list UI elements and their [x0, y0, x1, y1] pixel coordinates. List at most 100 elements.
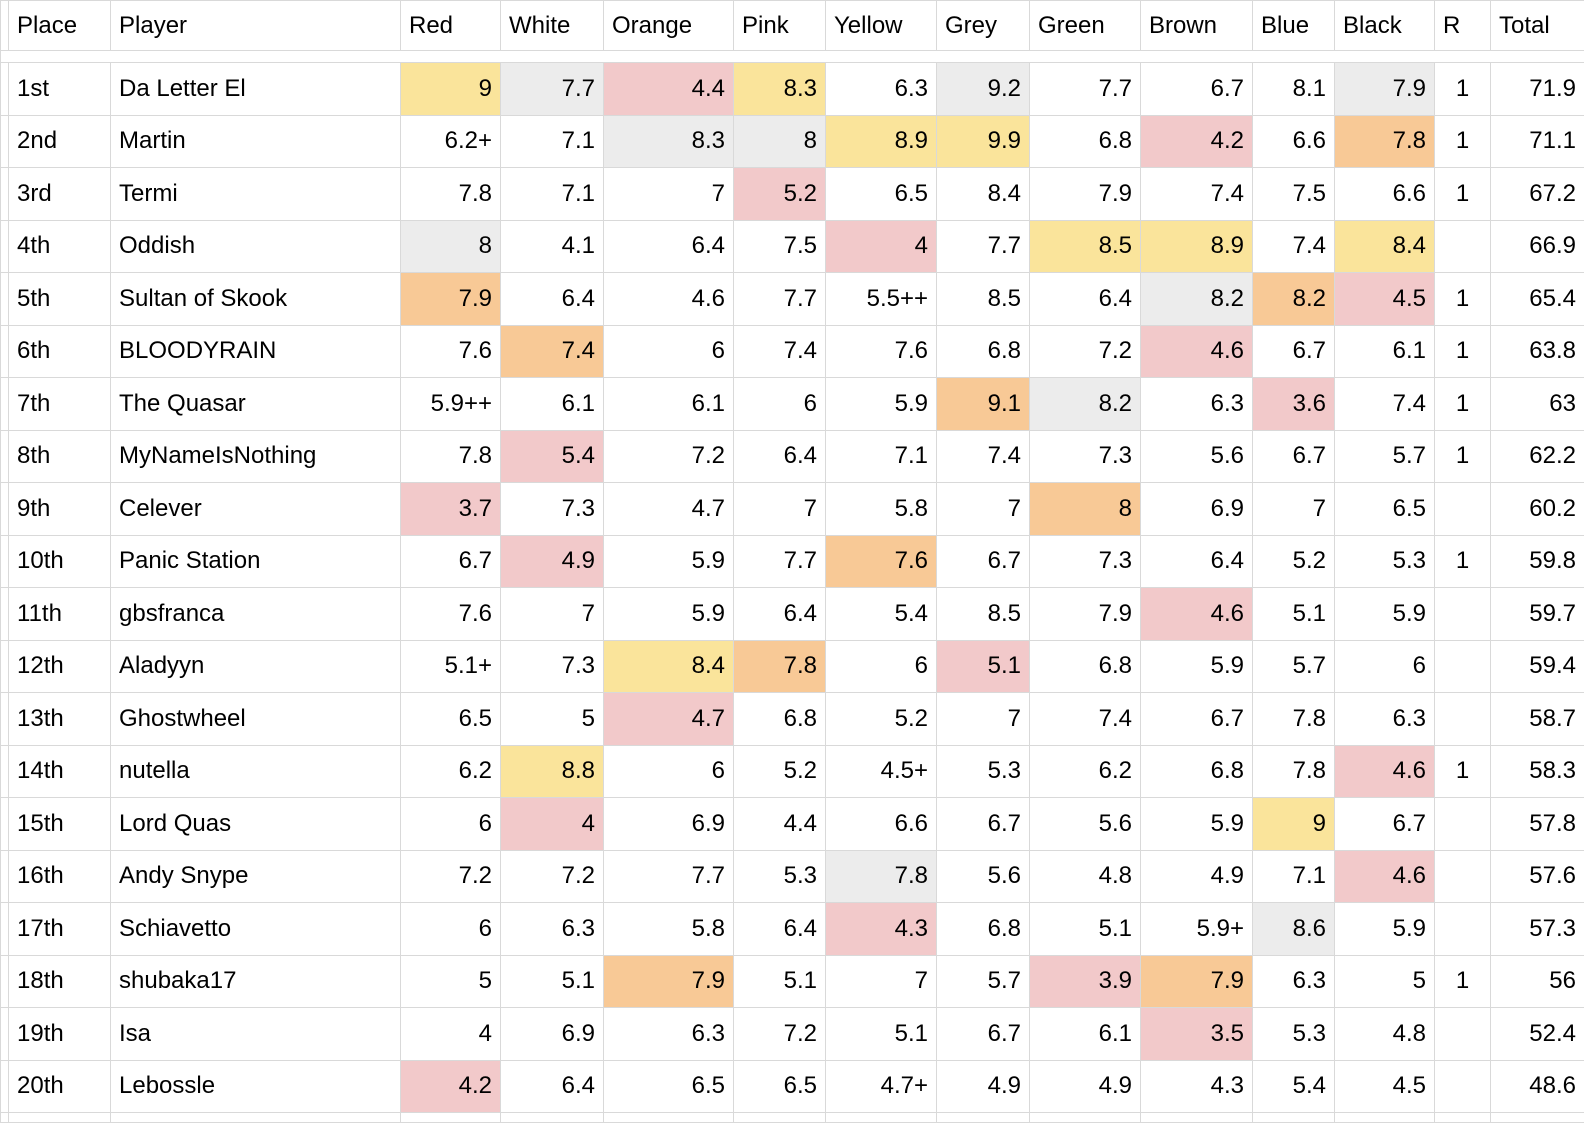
- cell-yellow[interactable]: 5.4: [825, 587, 937, 641]
- cell-green[interactable]: 7.9: [1029, 167, 1141, 221]
- cell-r[interactable]: [1434, 1007, 1491, 1061]
- column-header-place[interactable]: Place: [8, 0, 111, 51]
- cell-player[interactable]: Aladyyn: [110, 639, 401, 693]
- cell-brown[interactable]: 5.6: [1140, 429, 1253, 483]
- cell-blue[interactable]: 6.3: [1252, 954, 1335, 1008]
- cell-total[interactable]: 60.2: [1490, 482, 1584, 536]
- cell-total[interactable]: 58.7: [1490, 692, 1584, 746]
- cell-total[interactable]: 57.6: [1490, 849, 1584, 903]
- cell-grey[interactable]: 7.4: [936, 429, 1030, 483]
- cell-player[interactable]: nutella: [110, 744, 401, 798]
- cell-r[interactable]: 1: [1434, 954, 1491, 1008]
- cell-blue[interactable]: 8.2: [1252, 272, 1335, 326]
- cell-grey[interactable]: 6.8: [936, 324, 1030, 378]
- cell-player[interactable]: Sultan of Skook: [110, 272, 401, 326]
- cell-green[interactable]: 7.3: [1029, 429, 1141, 483]
- cell-grey[interactable]: 6.7: [936, 797, 1030, 851]
- cell-orange[interactable]: 5.9: [603, 534, 734, 588]
- cell-orange[interactable]: 6.4: [603, 219, 734, 273]
- cell-r[interactable]: [1434, 797, 1491, 851]
- cell-player[interactable]: MyNameIsNothing: [110, 429, 401, 483]
- cell-grey[interactable]: 5.7: [936, 954, 1030, 1008]
- cell-red[interactable]: 7.8: [400, 167, 501, 221]
- cell-green[interactable]: 7.2: [1029, 324, 1141, 378]
- cell-yellow[interactable]: 5.5++: [825, 272, 937, 326]
- cell-green[interactable]: 6.1: [1029, 1007, 1141, 1061]
- cell-white[interactable]: 5.1: [500, 954, 604, 1008]
- cell-orange[interactable]: 7.7: [603, 849, 734, 903]
- column-header-red[interactable]: Red: [400, 0, 501, 51]
- cell-r[interactable]: 1: [1434, 324, 1491, 378]
- cell-r[interactable]: [1434, 1059, 1491, 1113]
- cell-red[interactable]: 7.6: [400, 324, 501, 378]
- cell-grey[interactable]: 8.4: [936, 167, 1030, 221]
- cell-black[interactable]: 4.8: [1334, 1007, 1435, 1061]
- cell-place[interactable]: 20th: [8, 1059, 111, 1113]
- cell-pink[interactable]: 6.4: [733, 902, 826, 956]
- cell-black[interactable]: 5.9: [1334, 902, 1435, 956]
- cell-white[interactable]: 7.1: [500, 114, 604, 168]
- cell-total[interactable]: 57.8: [1490, 797, 1584, 851]
- cell-blue[interactable]: 7.8: [1252, 744, 1335, 798]
- column-header-orange[interactable]: Orange: [603, 0, 734, 51]
- cell-total[interactable]: 56: [1490, 954, 1584, 1008]
- cell-red[interactable]: 5.9++: [400, 377, 501, 431]
- cell-white[interactable]: 4: [500, 797, 604, 851]
- column-header-r[interactable]: R: [1434, 0, 1491, 51]
- cell-black[interactable]: 4.5: [1334, 272, 1435, 326]
- cell-pink[interactable]: 7.7: [733, 534, 826, 588]
- cell-r[interactable]: [1434, 639, 1491, 693]
- cell-blue[interactable]: 7: [1252, 482, 1335, 536]
- cell-player[interactable]: Martin: [110, 114, 401, 168]
- cell-place[interactable]: 19th: [8, 1007, 111, 1061]
- cell-orange[interactable]: 4.6: [603, 272, 734, 326]
- cell-grey[interactable]: 6.7: [936, 534, 1030, 588]
- cell-white[interactable]: 6.4: [500, 272, 604, 326]
- cell-red[interactable]: 5.1+: [400, 639, 501, 693]
- cell-blue[interactable]: 9: [1252, 797, 1335, 851]
- cell-r[interactable]: [1434, 902, 1491, 956]
- cell-red[interactable]: 3.7: [400, 482, 501, 536]
- cell-blue[interactable]: 7.8: [1252, 692, 1335, 746]
- cell-red[interactable]: 7.2: [400, 849, 501, 903]
- cell-green[interactable]: 8.2: [1029, 377, 1141, 431]
- cell-player[interactable]: shubaka17: [110, 954, 401, 1008]
- cell-pink[interactable]: 6.5: [733, 1059, 826, 1113]
- cell-brown[interactable]: 5.9: [1140, 797, 1253, 851]
- cell-player[interactable]: The Quasar: [110, 377, 401, 431]
- cell-green[interactable]: 8.5: [1029, 219, 1141, 273]
- cell-r[interactable]: [1434, 849, 1491, 903]
- cell-orange[interactable]: 5.9: [603, 587, 734, 641]
- cell-white[interactable]: 6.3: [500, 902, 604, 956]
- cell-orange[interactable]: 6.9: [603, 797, 734, 851]
- cell-red[interactable]: 6.5: [400, 692, 501, 746]
- cell-black[interactable]: 5.9: [1334, 587, 1435, 641]
- cell-total[interactable]: 57.3: [1490, 902, 1584, 956]
- cell-yellow[interactable]: 8.9: [825, 114, 937, 168]
- cell-orange[interactable]: 7: [603, 167, 734, 221]
- cell-place[interactable]: 11th: [8, 587, 111, 641]
- column-header-pink[interactable]: Pink: [733, 0, 826, 51]
- cell-pink[interactable]: 5.3: [733, 849, 826, 903]
- cell-grey[interactable]: 5.3: [936, 744, 1030, 798]
- cell-pink[interactable]: 5.2: [733, 167, 826, 221]
- cell-blue[interactable]: 5.2: [1252, 534, 1335, 588]
- cell-red[interactable]: 7.9: [400, 272, 501, 326]
- cell-blue[interactable]: 8.6: [1252, 902, 1335, 956]
- cell-red[interactable]: 6: [400, 902, 501, 956]
- cell-grey[interactable]: 6.7: [936, 1007, 1030, 1061]
- cell-black[interactable]: 6.3: [1334, 692, 1435, 746]
- cell-brown[interactable]: 3.5: [1140, 1007, 1253, 1061]
- cell-red[interactable]: 6.2: [400, 744, 501, 798]
- cell-blue[interactable]: 8.1: [1252, 62, 1335, 116]
- cell-black[interactable]: 7.9: [1334, 62, 1435, 116]
- cell-orange[interactable]: 4.7: [603, 482, 734, 536]
- cell-player[interactable]: Da Letter El: [110, 62, 401, 116]
- cell-orange[interactable]: 6: [603, 324, 734, 378]
- cell-r[interactable]: [1434, 219, 1491, 273]
- cell-green[interactable]: 8: [1029, 482, 1141, 536]
- cell-yellow[interactable]: 7.6: [825, 324, 937, 378]
- cell-pink[interactable]: 7.4: [733, 324, 826, 378]
- cell-place[interactable]: 13th: [8, 692, 111, 746]
- cell-pink[interactable]: 6.8: [733, 692, 826, 746]
